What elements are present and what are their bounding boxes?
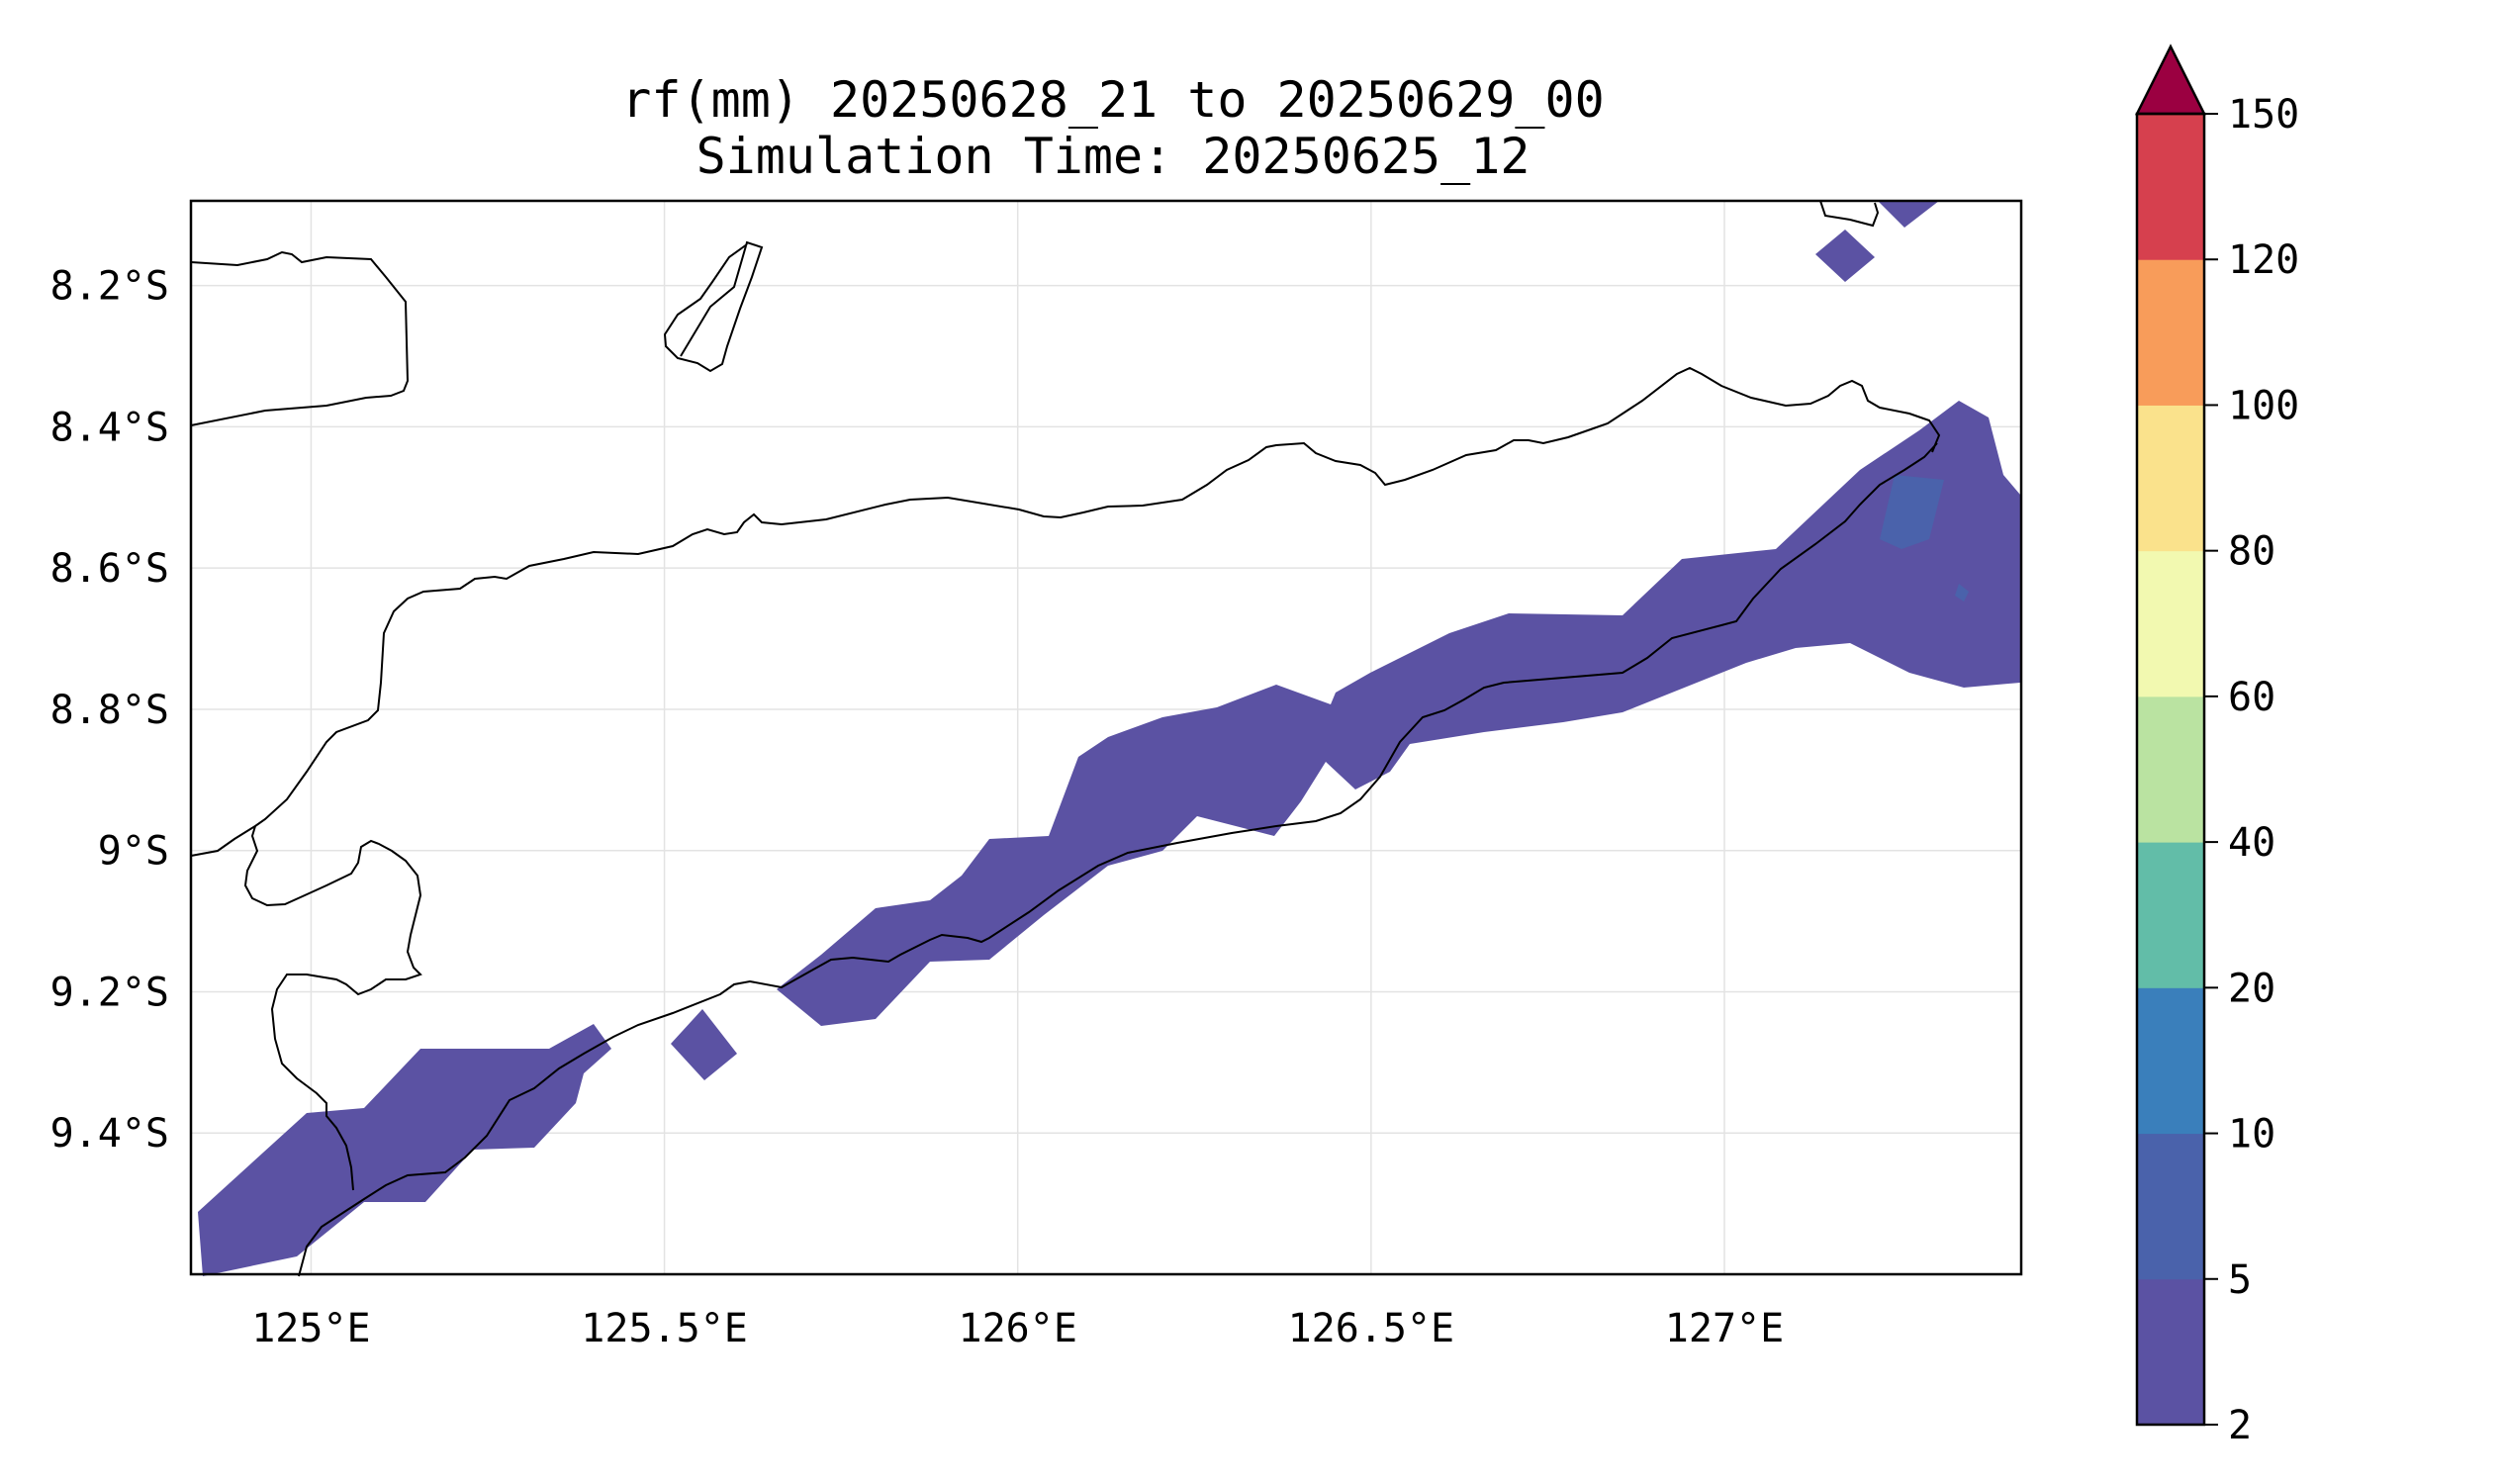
y-tick-label: 8.4°S [50,405,169,450]
colorbar-segment [2137,550,2204,697]
colorbar: 2 5 10 20 40 60 80 100 120 150 [2134,44,2299,1448]
rain-area-southwest [198,1024,611,1276]
colorbar-segment [2137,1133,2204,1280]
colorbar-tick-label: 20 [2228,966,2275,1011]
rain-area-northeast-top [1878,201,1939,228]
y-tick-label: 9.2°S [50,970,169,1015]
colorbar-segment [2137,405,2204,552]
title-line-2: Simulation Time: 20250625_12 [696,128,1530,185]
rain-area-small-diamond [671,1009,737,1080]
coastline-small-island [663,240,764,373]
map-frame [189,199,2023,1276]
colorbar-tick-label: 60 [2228,675,2275,720]
colorbar-tick-label: 120 [2228,237,2299,283]
colorbar-segment [2137,114,2204,260]
rain-area-5-10mm-dot [1955,584,1969,602]
rainfall-contours [198,201,2020,1276]
coastline-northeast-corner [1819,200,1880,228]
colorbar-tick-label: 2 [2228,1403,2252,1448]
y-tick-label: 8.8°S [50,688,169,733]
rain-area-northeast-small [1815,230,1875,282]
colorbar-tick-label: 80 [2228,529,2275,575]
y-tick-label: 8.6°S [50,546,169,592]
colorbar-segment [2137,1278,2204,1426]
x-axis-ticks: 125°E 125.5°E 126°E 126.5°E 127°E [251,1306,1784,1351]
colorbar-segment [2137,696,2204,843]
y-axis-ticks: 8.2°S 8.4°S 8.6°S 8.8°S 9°S 9.2°S 9.4°S [50,264,169,1158]
y-tick-label: 9.4°S [50,1111,169,1157]
colorbar-tick-label: 5 [2228,1257,2252,1303]
title-line-1: rf(mm) 20250628_21 to 20250629_00 [621,71,1605,129]
rain-area-5-10mm [1880,475,1944,549]
coastline-border-inland [243,825,422,1191]
y-tick-label: 9°S [98,829,169,875]
colorbar-tick-label: 40 [2228,820,2275,866]
x-tick-label: 127°E [1665,1306,1784,1351]
coastline-wetar-island [190,250,410,426]
colorbar-extend-arrow [2134,44,2207,116]
colorbar-outline [2135,112,2206,1427]
colorbar-tick-label: 150 [2228,92,2299,138]
colorbar-segment [2137,987,2204,1135]
x-tick-label: 126.5°E [1288,1306,1455,1351]
colorbar-tick-label: 10 [2228,1112,2275,1158]
rain-area-main-band [777,401,2020,1026]
coastline-timor-north [190,366,1941,857]
colorbar-segment [2137,259,2204,406]
colorbar-segment [2137,842,2204,988]
x-tick-label: 125°E [251,1306,370,1351]
colorbar-tick-label: 100 [2228,383,2299,428]
coastlines [190,200,1941,1277]
y-tick-label: 8.2°S [50,264,169,310]
coastline-timor-south [298,442,1938,1277]
x-tick-label: 125.5°E [581,1306,748,1351]
x-tick-label: 126°E [959,1306,1077,1351]
